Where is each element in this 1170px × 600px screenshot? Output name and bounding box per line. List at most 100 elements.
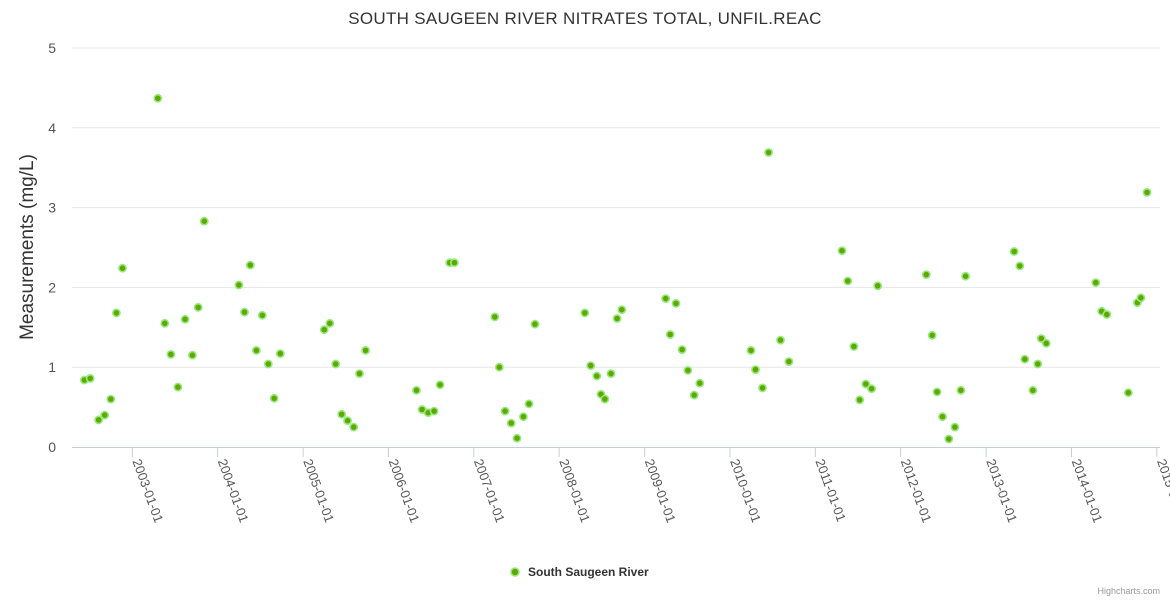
data-point[interactable] (173, 382, 183, 392)
data-point[interactable] (1123, 388, 1133, 398)
data-point[interactable] (524, 399, 534, 409)
x-tick-label: 2013-01-01 (983, 457, 1020, 525)
data-point[interactable] (944, 434, 954, 444)
data-point[interactable] (180, 314, 190, 324)
data-point[interactable] (927, 330, 937, 340)
data-point[interactable] (612, 314, 622, 323)
data-point[interactable] (683, 365, 693, 375)
data-point[interactable] (106, 394, 116, 404)
data-point[interactable] (153, 93, 163, 103)
data-point[interactable] (251, 345, 261, 355)
data-point[interactable] (429, 406, 439, 416)
data-point[interactable] (665, 330, 675, 339)
data-point[interactable] (85, 373, 95, 383)
data-point[interactable] (873, 281, 883, 291)
data-point[interactable] (1136, 293, 1146, 303)
chart-title: SOUTH SAUGEEN RIVER NITRATES TOTAL, UNFI… (348, 9, 822, 28)
data-point[interactable] (843, 276, 853, 286)
data-point[interactable] (695, 378, 705, 388)
data-point[interactable] (269, 393, 279, 403)
data-point[interactable] (764, 148, 773, 157)
data-point[interactable] (449, 258, 459, 268)
data-point[interactable] (160, 318, 170, 328)
data-point[interactable] (412, 385, 421, 395)
data-point[interactable] (166, 349, 176, 359)
data-point[interactable] (1028, 385, 1038, 395)
data-point[interactable] (343, 416, 352, 426)
data-point[interactable] (100, 410, 110, 420)
data-point[interactable] (617, 305, 627, 315)
data-point[interactable] (1009, 247, 1019, 256)
data-point[interactable] (257, 310, 267, 320)
data-point[interactable] (837, 246, 847, 256)
data-point[interactable] (193, 302, 203, 312)
data-point[interactable] (506, 418, 516, 428)
credits-link[interactable]: Highcharts.com (1097, 586, 1160, 596)
data-point[interactable] (94, 415, 103, 425)
data-point[interactable] (1041, 338, 1051, 348)
data-point[interactable] (867, 384, 876, 394)
data-point[interactable] (855, 395, 865, 405)
data-point[interactable] (331, 359, 341, 369)
data-point[interactable] (494, 362, 504, 372)
data-point[interactable] (921, 270, 931, 279)
data-point[interactable] (245, 260, 255, 270)
data-point[interactable] (118, 263, 127, 273)
x-tick-label: 2014-01-01 (1069, 457, 1106, 525)
data-point[interactable] (661, 294, 671, 303)
x-tick-label: 2011-01-01 (812, 457, 849, 524)
data-point[interactable] (600, 394, 610, 404)
data-point[interactable] (349, 422, 359, 432)
data-point[interactable] (275, 349, 285, 358)
legend-marker[interactable] (510, 567, 520, 577)
data-point[interactable] (671, 298, 681, 308)
data-point[interactable] (751, 365, 760, 374)
data-point[interactable] (263, 359, 273, 369)
data-point[interactable] (689, 390, 699, 400)
data-point[interactable] (938, 412, 947, 422)
data-point[interactable] (758, 383, 767, 393)
data-point[interactable] (337, 409, 347, 419)
data-point[interactable] (519, 412, 528, 422)
data-point[interactable] (1091, 278, 1101, 287)
data-point[interactable] (530, 319, 540, 329)
data-point[interactable] (776, 335, 785, 345)
data-point[interactable] (319, 325, 329, 335)
data-point[interactable] (961, 271, 970, 281)
data-point[interactable] (784, 357, 794, 366)
data-point[interactable] (861, 379, 871, 389)
data-point[interactable] (500, 406, 510, 416)
x-tick-label: 2012-01-01 (898, 457, 935, 525)
data-point[interactable] (606, 369, 616, 378)
data-point[interactable] (932, 387, 942, 397)
data-point[interactable] (512, 433, 522, 443)
y-tick-label: 0 (48, 439, 56, 455)
data-point[interactable] (490, 312, 500, 322)
data-point[interactable] (592, 371, 602, 381)
legend[interactable]: South Saugeen River (510, 565, 649, 579)
data-point[interactable] (355, 369, 364, 378)
data-point[interactable] (325, 318, 335, 328)
data-point[interactable] (956, 385, 966, 395)
data-point[interactable] (746, 345, 756, 355)
data-point[interactable] (1033, 359, 1043, 369)
data-point[interactable] (1142, 187, 1152, 197)
data-point[interactable] (1020, 354, 1030, 364)
data-point[interactable] (240, 307, 249, 317)
y-tick-label: 1 (48, 359, 56, 375)
data-point[interactable] (435, 380, 445, 390)
data-point[interactable] (586, 361, 596, 370)
data-point[interactable] (849, 342, 859, 351)
data-point[interactable] (361, 345, 370, 355)
data-point[interactable] (234, 280, 244, 290)
data-point[interactable] (580, 308, 590, 318)
data-point[interactable] (187, 350, 197, 360)
data-point[interactable] (199, 216, 209, 226)
legend-label[interactable]: South Saugeen River (528, 565, 649, 579)
data-point[interactable] (1015, 261, 1025, 271)
data-point[interactable] (112, 308, 121, 318)
data-point[interactable] (1102, 310, 1112, 319)
data-point[interactable] (950, 422, 960, 432)
data-point[interactable] (677, 345, 687, 354)
points-layer[interactable] (80, 93, 1152, 444)
